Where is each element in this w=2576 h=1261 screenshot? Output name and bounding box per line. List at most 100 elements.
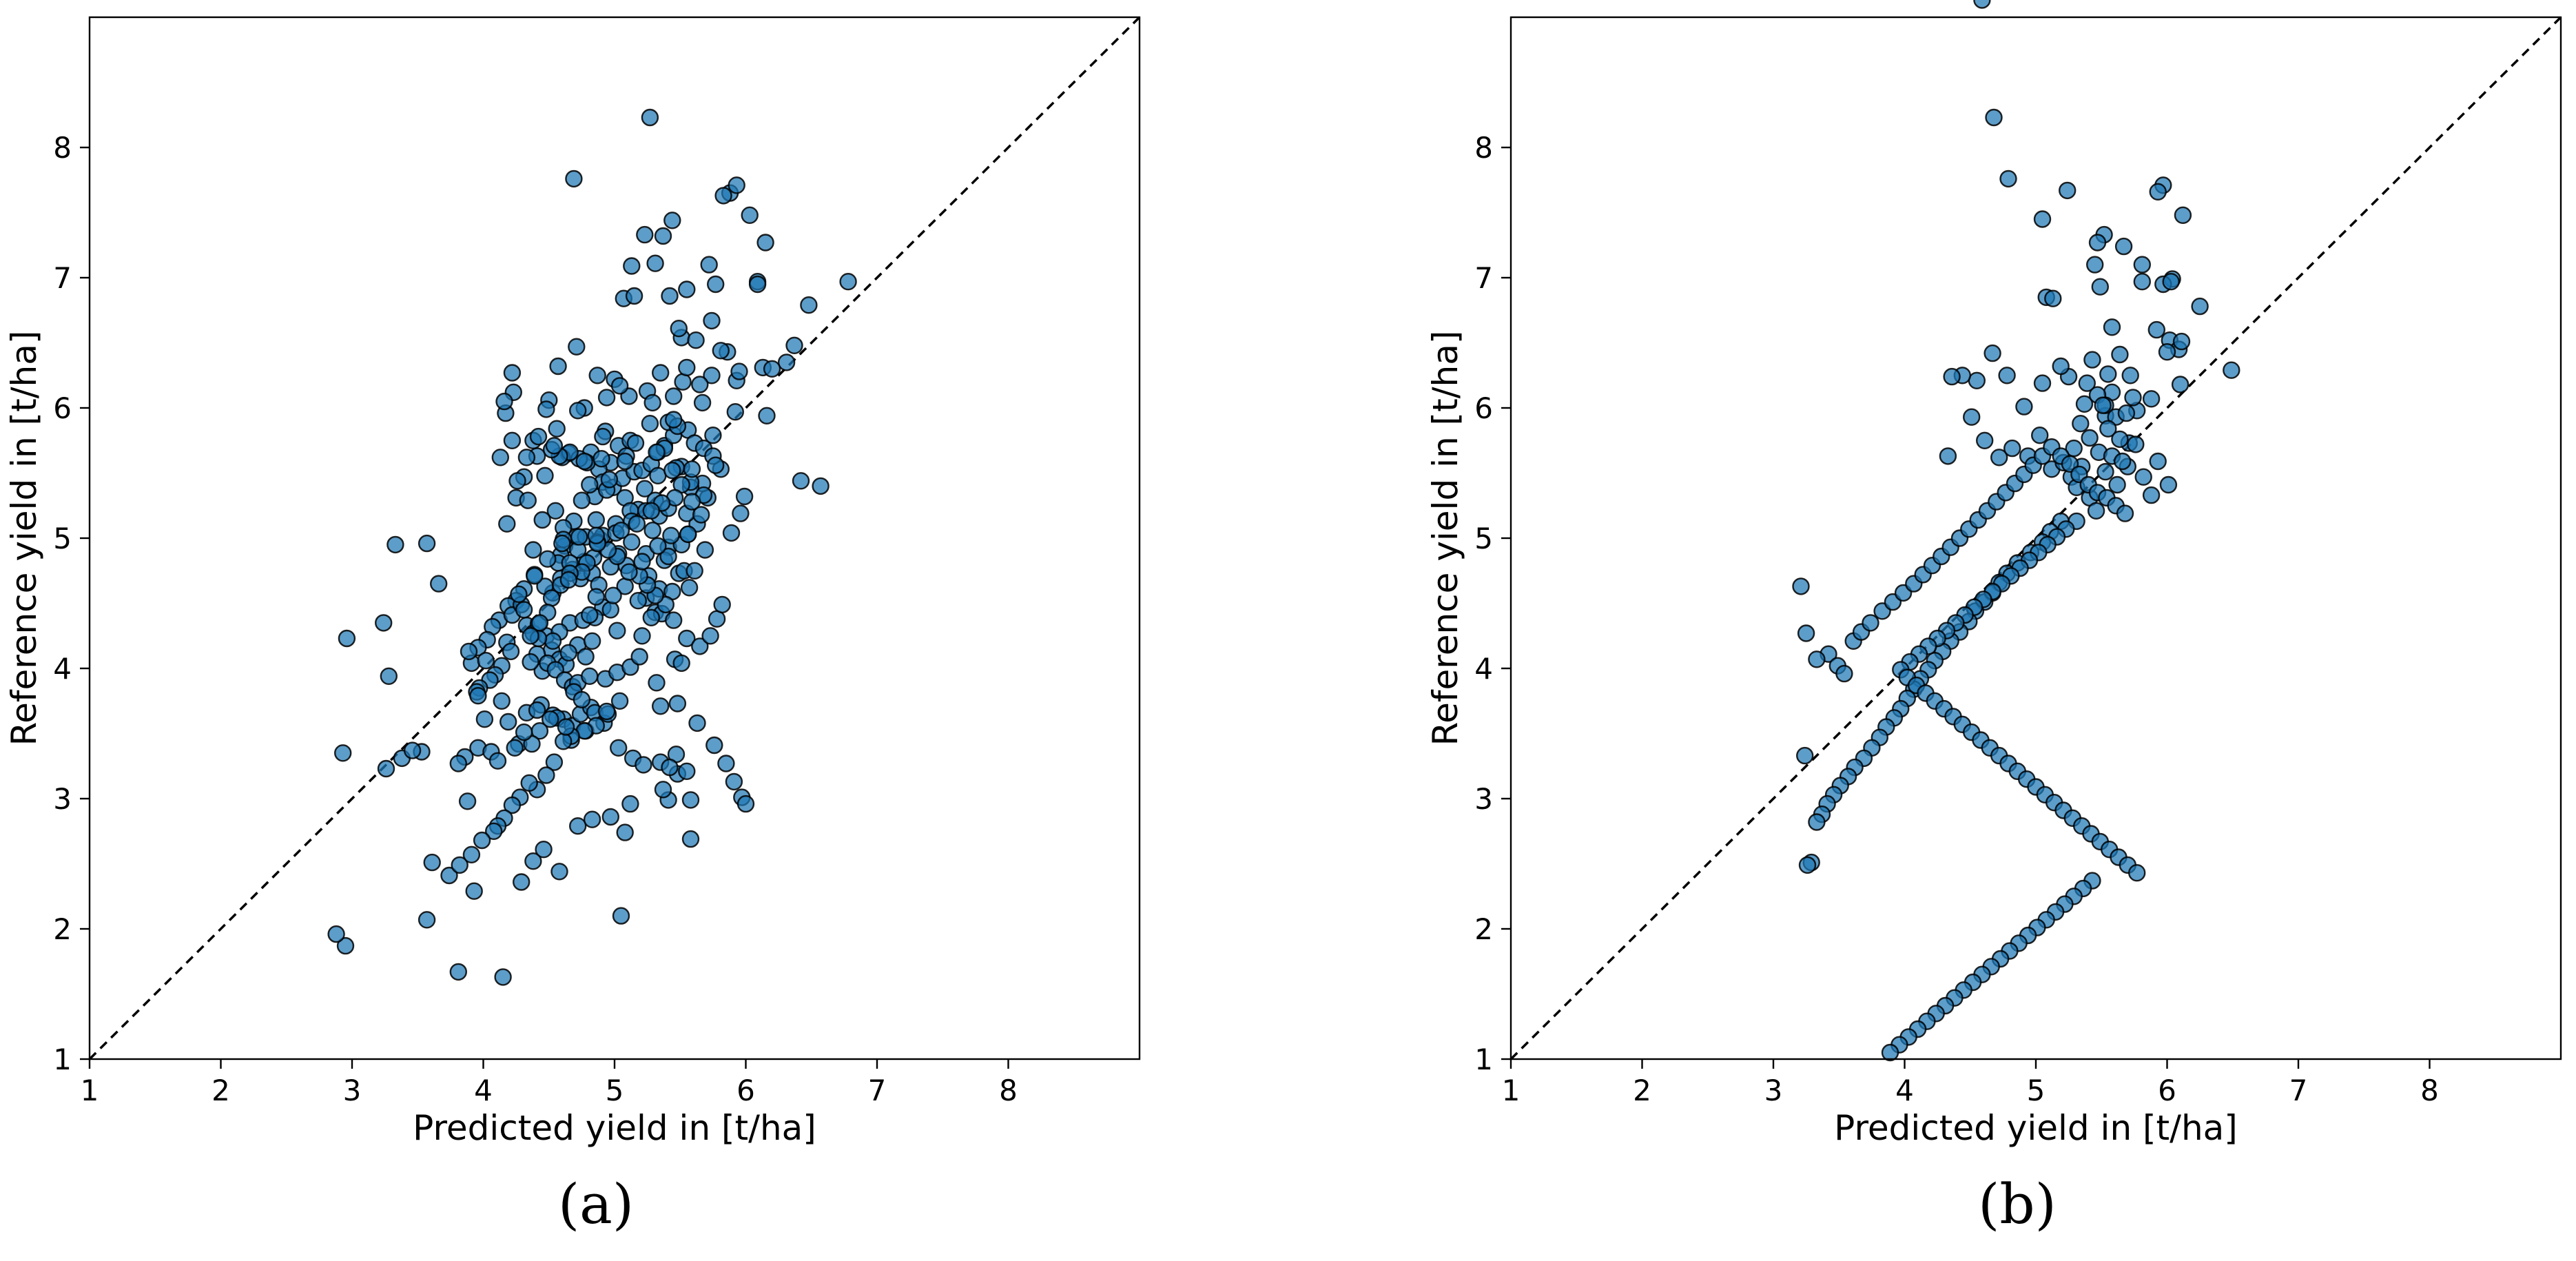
scatter-point xyxy=(2108,475,2126,494)
scatter-point xyxy=(542,710,559,728)
scatter-point xyxy=(1808,813,1826,831)
x-tick-label: 5 xyxy=(606,1074,624,1107)
scatter-point xyxy=(679,525,697,543)
scatter-point xyxy=(522,653,539,671)
scatter-point xyxy=(513,873,530,891)
scatter-point xyxy=(377,759,395,778)
scatter-point xyxy=(2015,398,2033,416)
scatter-point xyxy=(725,772,743,791)
scatter-point xyxy=(517,449,536,467)
scatter-point xyxy=(2124,389,2142,407)
scatter-point xyxy=(495,392,513,411)
scatter-point xyxy=(460,642,478,661)
scatter-point xyxy=(626,434,645,452)
scatter-point xyxy=(2081,429,2099,447)
scatter-point xyxy=(2033,210,2052,228)
scatter-point xyxy=(686,562,703,580)
x-tick-label: 1 xyxy=(1502,1074,1521,1107)
scatter-point xyxy=(2159,475,2178,494)
scatter-point xyxy=(692,506,710,524)
scatter-point xyxy=(2142,390,2161,408)
scatter-point xyxy=(1985,108,2003,127)
scatter-point xyxy=(800,296,818,314)
scatter-point xyxy=(693,393,712,412)
scatter-point xyxy=(530,614,549,632)
scatter-point xyxy=(1990,449,2008,467)
scatter-point xyxy=(812,477,830,495)
scatter-point xyxy=(473,831,491,850)
scatter-point xyxy=(2174,206,2192,224)
scatter-point xyxy=(2103,318,2121,336)
scatter-point xyxy=(2094,396,2112,414)
panel-b: 1 2 3 4 5 6 7 8 1 2 3 4 5 6 7 8 Predicted yield in [t/ha… xyxy=(1425,0,2562,1236)
scatter-point xyxy=(570,528,588,546)
scatter-point xyxy=(663,212,681,229)
scatter-point xyxy=(1881,1043,1899,1062)
scatter-point xyxy=(2142,486,2161,504)
x-tick-label: 1 xyxy=(81,1074,99,1107)
scatter-point xyxy=(430,575,448,593)
scatter-point xyxy=(493,692,511,710)
scatter-point xyxy=(701,627,719,645)
scatter-point xyxy=(674,373,692,391)
scatter-point xyxy=(403,741,422,759)
scatter-point xyxy=(2085,256,2104,274)
scatter-point xyxy=(587,588,605,606)
scatter-point xyxy=(741,206,759,224)
scatter-point xyxy=(1939,447,1957,465)
scatter-point xyxy=(691,376,709,393)
scatter-point xyxy=(477,652,495,670)
scatter-point xyxy=(681,791,700,809)
scatter-point xyxy=(537,400,555,418)
scatter-point xyxy=(643,393,661,412)
scatter-point xyxy=(652,364,670,382)
scatter-point xyxy=(763,360,781,378)
x-tick-label: 2 xyxy=(212,1074,230,1107)
scatter-points xyxy=(1792,0,2240,1062)
y-tick-label: 1 xyxy=(1474,1043,1493,1076)
scatter-point xyxy=(604,586,622,604)
scatter-point xyxy=(573,491,591,509)
scatter-point xyxy=(735,487,754,506)
scatter-point xyxy=(722,524,741,542)
scatter-point xyxy=(736,794,755,813)
scatter-point xyxy=(2113,452,2132,471)
scatter-point xyxy=(544,632,562,650)
scatter-point xyxy=(726,403,745,421)
scatter-point xyxy=(1973,0,1991,9)
scatter-point xyxy=(1792,577,1810,595)
scatter-point xyxy=(423,853,441,872)
scatter-point xyxy=(612,907,630,925)
x-tick-label: 6 xyxy=(736,1074,755,1107)
scatter-point xyxy=(1798,856,1817,874)
y-tick-label: 7 xyxy=(53,261,72,295)
scatter-point xyxy=(2191,297,2209,316)
y-tick-label: 3 xyxy=(53,782,72,816)
x-tick-label: 7 xyxy=(2289,1074,2308,1107)
panel-label: (b) xyxy=(1978,1172,2057,1236)
scatter-point xyxy=(418,534,436,553)
scatter-point xyxy=(612,522,630,540)
scatter-point xyxy=(503,364,522,382)
scatter-point xyxy=(1975,431,1994,449)
scatter-point xyxy=(659,547,677,566)
x-tick-label: 2 xyxy=(1633,1074,1651,1107)
scatter-point xyxy=(2075,395,2094,413)
scatter-point xyxy=(2099,365,2117,383)
scatter-point xyxy=(2091,278,2110,296)
scatter-point xyxy=(418,911,436,929)
x-tick-label: 3 xyxy=(343,1074,362,1107)
scatter-point xyxy=(494,968,512,986)
scatter-point xyxy=(548,420,566,438)
scatter-point xyxy=(649,537,667,555)
y-tick-label: 5 xyxy=(1474,522,1493,555)
scatter-point xyxy=(649,467,667,484)
scatter-point xyxy=(2147,320,2166,339)
scatter-point xyxy=(792,472,810,490)
scatter-point xyxy=(646,254,664,272)
scatter-point xyxy=(672,654,690,673)
scatter-point xyxy=(575,452,593,471)
scatter-point xyxy=(608,622,626,639)
scatter-point xyxy=(623,257,641,275)
scatter-point xyxy=(488,752,507,770)
